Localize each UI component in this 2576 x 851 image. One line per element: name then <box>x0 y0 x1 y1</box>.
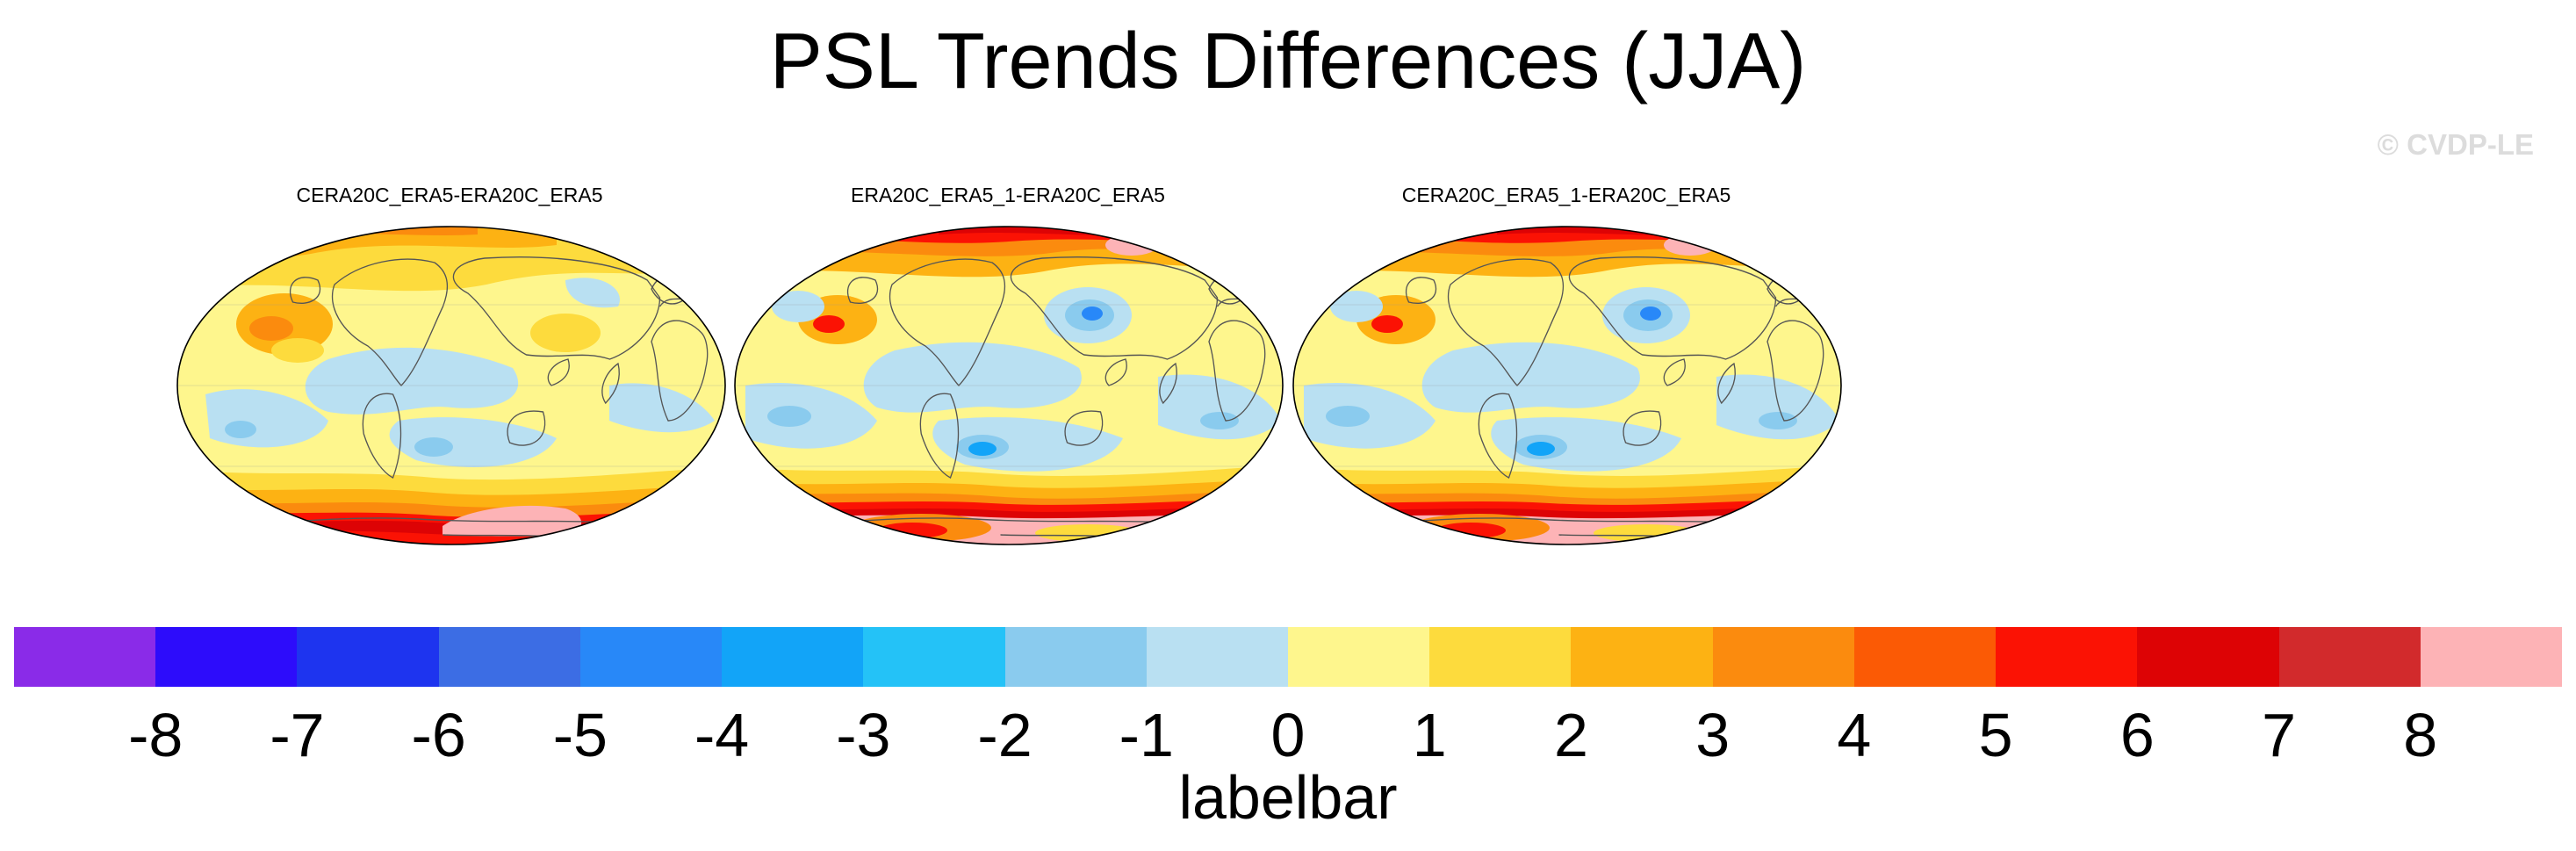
labelbar-box <box>863 627 1005 687</box>
labelbar-box <box>1146 627 1288 687</box>
panel-title-1: CERA20C_ERA5-ERA20C_ERA5 <box>296 184 603 206</box>
map-border-3 <box>1292 226 1842 545</box>
labelbar-tick-label: 2 <box>1553 701 1588 769</box>
labelbar-title: labelbar <box>1178 763 1398 832</box>
labelbar-box <box>1004 627 1147 687</box>
labelbar-box <box>2420 627 2562 687</box>
labelbar-tick-label: 7 <box>2262 701 2297 769</box>
labelbar-box <box>14 627 156 687</box>
map-panel-2 <box>735 227 1283 544</box>
labelbar-tick-label: 5 <box>1978 701 2013 769</box>
plot-title: PSL Trends Differences (JJA) <box>769 18 1807 105</box>
map-panel-1 <box>177 227 725 544</box>
labelbar-box <box>155 627 298 687</box>
panel-title-3: CERA20C_ERA5_1-ERA20C_ERA5 <box>1401 184 1731 206</box>
labelbar-box <box>1571 627 1713 687</box>
labelbar-tick-label: -2 <box>977 701 1033 769</box>
labelbar-tick-label: -8 <box>128 701 183 769</box>
labelbar-tick-label: 6 <box>2119 701 2155 769</box>
labelbar <box>14 627 2562 687</box>
labelbar-box <box>2137 627 2279 687</box>
labelbar-tick-label: 1 <box>1412 701 1447 769</box>
labelbar-tick-label: -4 <box>694 701 750 769</box>
labelbar-tick-label: -3 <box>836 701 891 769</box>
labelbar-tick-label: 3 <box>1695 701 1731 769</box>
watermark: © CVDP-LE <box>2377 128 2534 161</box>
labelbar-box <box>1996 627 2138 687</box>
labelbar-box <box>579 627 723 687</box>
map-border-2 <box>734 226 1284 545</box>
labelbar-box <box>297 627 439 687</box>
labelbar-tick-label: -1 <box>1119 701 1174 769</box>
labelbar-tick-label: -7 <box>270 701 325 769</box>
labelbar-tick-label: 8 <box>2403 701 2438 769</box>
labelbar-tick-label: -5 <box>552 701 608 769</box>
map-border-1 <box>176 226 726 545</box>
labelbar-box <box>1287 627 1430 687</box>
labelbar-box <box>438 627 580 687</box>
labelbar-box <box>1429 627 1572 687</box>
labelbar-tick-label: -6 <box>411 701 466 769</box>
labelbar-box <box>722 627 864 687</box>
labelbar-tick-label: 4 <box>1837 701 1872 769</box>
map-panel-3 <box>1293 227 1841 544</box>
labelbar-box <box>2278 627 2421 687</box>
labelbar-tick-label: 0 <box>1270 701 1306 769</box>
labelbar-box <box>1712 627 1854 687</box>
labelbar-box <box>1853 627 1997 687</box>
panel-title-2: ERA20C_ERA5_1-ERA20C_ERA5 <box>851 184 1165 206</box>
